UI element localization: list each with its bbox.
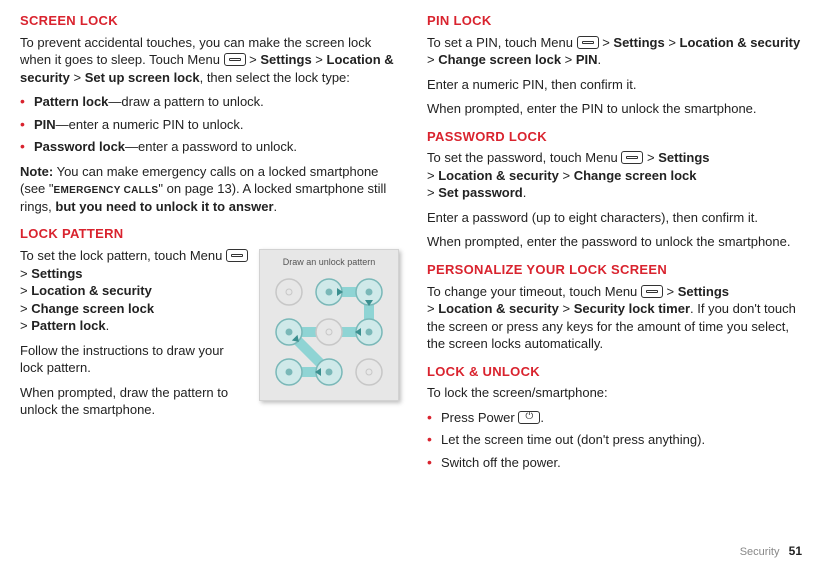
menu-icon: [224, 53, 246, 66]
pin-prompt: When prompted, enter the PIN to unlock t…: [427, 100, 806, 118]
pattern-svg: [266, 272, 392, 392]
list-item: PIN—enter a numeric PIN to unlock.: [20, 116, 399, 134]
lock-type-list: Pattern lock—draw a pattern to unlock. P…: [20, 93, 399, 156]
left-column: SCREEN LOCK To prevent accidental touche…: [20, 12, 399, 478]
pw-prompt: When prompted, enter the password to unl…: [427, 233, 806, 251]
pin-path: To set a PIN, touch Menu > Settings > Lo…: [427, 34, 806, 69]
heading-pin-lock: PIN LOCK: [427, 12, 806, 30]
menu-icon: [577, 36, 599, 49]
menu-icon: [641, 285, 663, 298]
right-column: PIN LOCK To set a PIN, touch Menu > Sett…: [427, 12, 806, 478]
note-paragraph: Note: You can make emergency calls on a …: [20, 163, 399, 216]
pattern-illustration: Draw an unlock pattern: [259, 249, 399, 401]
footer-page: 51: [789, 544, 802, 558]
list-item: Let the screen time out (don't press any…: [427, 431, 806, 449]
pattern-caption: Draw an unlock pattern: [266, 256, 392, 268]
heading-personalize: PERSONALIZE YOUR LOCK SCREEN: [427, 261, 806, 279]
pin-enter: Enter a numeric PIN, then confirm it.: [427, 76, 806, 94]
footer-section: Security: [740, 546, 780, 558]
list-item: Password lock—enter a password to unlock…: [20, 138, 399, 156]
list-item: Switch off the power.: [427, 454, 806, 472]
menu-icon: [621, 151, 643, 164]
power-icon: [518, 411, 540, 424]
screen-lock-intro: To prevent accidental touches, you can m…: [20, 34, 399, 87]
menu-icon: [226, 249, 248, 262]
heading-password-lock: PASSWORD LOCK: [427, 128, 806, 146]
page-footer: Security 51: [740, 543, 802, 560]
heading-lock-pattern: LOCK PATTERN: [20, 225, 399, 243]
lock-unlock-list: Press Power . Let the screen time out (d…: [427, 409, 806, 472]
list-item: Press Power .: [427, 409, 806, 427]
list-item: Pattern lock—draw a pattern to unlock.: [20, 93, 399, 111]
lock-unlock-intro: To lock the screen/smartphone:: [427, 384, 806, 402]
pw-path: To set the password, touch Menu > Settin…: [427, 149, 806, 202]
heading-screen-lock: SCREEN LOCK: [20, 12, 399, 30]
personalize-text: To change your timeout, touch Menu > Set…: [427, 283, 806, 353]
heading-lock-unlock: LOCK & UNLOCK: [427, 363, 806, 381]
pw-enter: Enter a password (up to eight characters…: [427, 209, 806, 227]
